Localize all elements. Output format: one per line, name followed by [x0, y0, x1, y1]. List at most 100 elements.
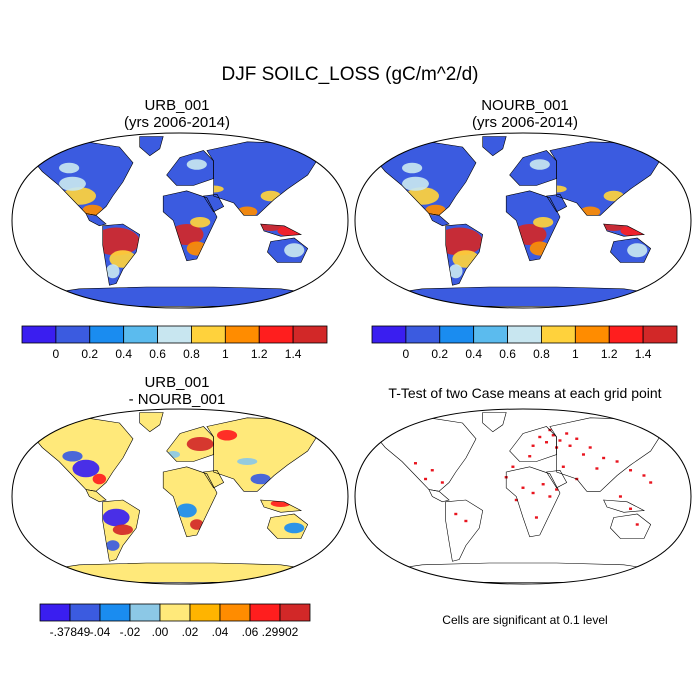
significant-cell: [629, 469, 633, 472]
colorbar-box: [405, 325, 441, 344]
colorbar-box: [219, 603, 251, 622]
colorbar-tick-label: 1: [222, 347, 229, 361]
colorbar-box: [249, 603, 281, 622]
field-patch: [627, 243, 648, 258]
continent-asia: [206, 141, 322, 216]
colorbar-box: [21, 325, 57, 344]
colorbar-box: [157, 325, 192, 344]
field-patch: [402, 162, 423, 174]
continent-australia: [610, 514, 651, 539]
significant-cell: [541, 483, 545, 486]
coastline-australia: [610, 513, 652, 539]
colorbar-box: [574, 325, 610, 344]
colorbar-box: [55, 325, 91, 344]
significant-cell: [545, 441, 549, 444]
coastline-maritime-se-asia: [260, 499, 303, 513]
significant-cell: [511, 465, 515, 468]
significant-cell: [555, 488, 559, 491]
significant-cell: [588, 446, 592, 449]
coastline-maritime-se-asia: [260, 223, 303, 237]
field-patch: [216, 430, 238, 441]
map-border: [354, 132, 692, 309]
continent-antarctica: [375, 287, 671, 307]
colorbar-tick-label: 1.4: [635, 347, 652, 361]
continent-greenland: [482, 136, 507, 156]
significant-cell: [602, 456, 606, 460]
colorbar-tick-label: 0.2: [431, 347, 448, 361]
coastline-central-america: [428, 213, 450, 227]
colorbar-box: [39, 603, 71, 622]
continent-arabia: [203, 470, 224, 488]
significant-cell: [548, 495, 552, 498]
coastline-south-america: [102, 223, 141, 286]
coastline-central-america: [85, 213, 107, 227]
significant-cell: [551, 434, 555, 437]
colorbar-tick-label: 0.6: [499, 347, 516, 361]
field-patch: [284, 243, 305, 258]
colorbar-2: 0 0.2 0.4 0.6 0.8 1 1.2 1.4: [371, 325, 678, 361]
continent-central-america: [85, 213, 107, 226]
significant-cell: [514, 498, 518, 502]
colorbar-box: [99, 603, 131, 622]
colorbar-tick-label: -.37849: [50, 625, 91, 639]
colorbar-box: [224, 325, 260, 344]
field-patch: [190, 217, 211, 228]
colorbar-tick-label: 0.2: [81, 347, 98, 361]
significant-cell: [635, 523, 639, 526]
colorbar-tick-label: 1: [572, 347, 579, 361]
continent-greenland: [482, 412, 507, 432]
field-patch: [449, 264, 463, 279]
coastline-arabia: [202, 193, 225, 213]
coastline-maritime-se-asia: [603, 499, 646, 513]
field-patch: [102, 508, 130, 527]
field-patch: [62, 451, 83, 462]
continent-greenland: [139, 412, 164, 432]
continent-north-america: [375, 141, 476, 216]
colorbar-box: [189, 603, 221, 622]
continent-antarctica: [375, 563, 671, 583]
colorbar-tick-label: .00: [152, 625, 169, 639]
colorbar-tick-label: 0: [403, 347, 410, 361]
significant-cell: [538, 435, 542, 439]
continent-asia: [549, 141, 665, 216]
coastline-australia: [610, 237, 652, 263]
coastline-south-america: [445, 223, 484, 286]
field-patch: [190, 519, 204, 530]
colorbar-tick-label: 0.6: [149, 347, 166, 361]
coastline-central-america: [428, 489, 450, 503]
field-patch: [82, 204, 103, 216]
colorbar-tick-label: .06: [242, 625, 259, 639]
coastline-africa: [505, 466, 561, 538]
field-patch: [106, 540, 120, 551]
map-border: [11, 408, 349, 585]
significant-cell: [561, 465, 565, 468]
field-patch: [59, 162, 80, 174]
coastline-arabia: [545, 193, 568, 213]
coastline-africa: [162, 466, 218, 538]
colorbar-box: [507, 325, 542, 344]
significant-cell: [642, 474, 646, 477]
coastline-south-america: [102, 499, 141, 562]
significance-note: Cells are significant at 0.1 level: [442, 613, 608, 627]
continent-north-america: [32, 417, 134, 492]
field-patch: [112, 524, 133, 535]
field-patch: [92, 473, 107, 485]
colorbar-tick-label: 0.8: [183, 347, 200, 361]
colorbar-box: [69, 603, 101, 622]
significant-cell: [454, 512, 458, 516]
field-patch: [176, 503, 197, 518]
significant-cell: [568, 444, 572, 447]
significant-cell: [595, 467, 599, 470]
field-patch: [237, 458, 258, 465]
continent-arabia: [203, 194, 224, 212]
continent-arabia: [546, 470, 567, 488]
significant-cell: [521, 486, 525, 489]
panel2-title-line1: NOURB_001: [481, 97, 569, 114]
coastline-africa: [162, 190, 218, 262]
figure-title: DJF SOILC_LOSS (gC/m^2/d): [221, 64, 479, 85]
colorbar-tick-label: -.02: [120, 625, 141, 639]
colorbar-box: [371, 325, 407, 344]
panel3-title: URB_001 - NOURB_001: [87, 374, 267, 408]
coastline-australia: [267, 513, 309, 539]
map-border: [11, 132, 349, 309]
